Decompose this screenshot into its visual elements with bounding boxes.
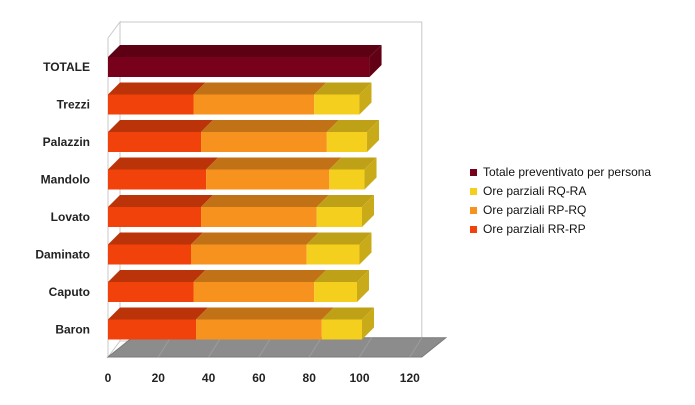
category-label-caputo: Caputo (49, 285, 90, 299)
bar-totale-totale-preventivato-per-persona-top (108, 45, 382, 57)
bar-baron-ore-parziali-rp-rq (196, 319, 322, 340)
bar-caputo-ore-parziali-rq-ra-top (314, 270, 369, 282)
bar-caputo-ore-parziali-rq-ra (314, 282, 357, 302)
floor (106, 337, 448, 358)
category-label-daminato: Daminato (35, 248, 90, 262)
bar-daminato-ore-parziali-rq-ra-end (359, 232, 372, 265)
legend-swatch-0 (470, 169, 477, 176)
x-tick-100: 100 (349, 371, 369, 385)
bar-trezzi-ore-parziali-rq-ra (314, 94, 360, 115)
legend-label-1: Ore parziali RQ-RA (483, 184, 586, 198)
bar-caputo-ore-parziali-rp-rq-top (193, 270, 327, 282)
bar-mandolo-ore-parziali-rp-rq-top (206, 157, 342, 170)
legend-swatch-2 (470, 207, 477, 214)
legend-swatch-3 (470, 226, 477, 233)
category-label-mandolo: Mandolo (41, 173, 90, 187)
bar-daminato-ore-parziali-rq-ra (306, 244, 360, 265)
bar-baron-ore-parziali-rq-ra-top (321, 307, 375, 320)
legend-swatch-1 (470, 188, 477, 195)
bar-caputo-ore-parziali-rr-rp-top (108, 270, 206, 282)
bar-mandolo-ore-parziali-rr-rp (108, 169, 207, 190)
bar-lovato-ore-parziali-rq-ra-end (362, 195, 375, 227)
bar-mandolo-ore-parziali-rq-ra-end (364, 157, 377, 190)
bar-lovato-ore-parziali-rr-rp-top (108, 195, 214, 207)
category-label-palazzin: Palazzin (43, 135, 90, 149)
bar-palazzin-ore-parziali-rq-ra-end (367, 120, 380, 152)
bar-palazzin-ore-parziali-rq-ra-top (326, 120, 380, 132)
bar-baron-ore-parziali-rp-rq-top (196, 307, 334, 320)
bar-palazzin-ore-parziali-rr-rp-top (108, 120, 214, 132)
bar-lovato-ore-parziali-rp-rq (201, 207, 317, 227)
bar-lovato-ore-parziali-rr-rp (108, 207, 202, 227)
bar-mandolo-ore-parziali-rq-ra (329, 169, 365, 190)
category-label-totale: TOTALE (43, 60, 90, 74)
bar-lovato-ore-parziali-rp-rq-top (201, 195, 329, 207)
legend-label-0: Totale preventivato per persona (483, 165, 651, 179)
bar-baron-ore-parziali-rq-ra-end (362, 307, 375, 340)
bar-lovato-ore-parziali-rq-ra-top (316, 195, 375, 207)
bar-baron-ore-parziali-rq-ra (321, 319, 363, 340)
bar-trezzi-ore-parziali-rq-ra-end (359, 82, 372, 115)
bar-totale-totale-preventivato-per-persona-end (369, 45, 382, 77)
bar-palazzin-ore-parziali-rr-rp (108, 132, 202, 152)
bar-daminato-ore-parziali-rp-rq (190, 244, 307, 265)
x-tick-40: 40 (202, 371, 216, 385)
bar-trezzi-ore-parziali-rr-rp-top (108, 82, 206, 95)
bar-daminato-ore-parziali-rp-rq-top (190, 232, 319, 245)
bar-daminato-ore-parziali-rr-rp-top (108, 232, 203, 245)
bar-trezzi-ore-parziali-rq-ra-top (314, 82, 372, 95)
bar-caputo-ore-parziali-rp-rq (193, 282, 315, 302)
bar-mandolo-ore-parziali-rq-ra-top (329, 157, 377, 170)
x-tick-120: 120 (400, 371, 420, 385)
bar-palazzin-ore-parziali-rp-rq-top (201, 120, 339, 132)
bar-trezzi-ore-parziali-rp-rq-top (193, 82, 327, 95)
x-tick-60: 60 (252, 371, 266, 385)
bar-palazzin-ore-parziali-rq-ra (326, 132, 368, 152)
x-tick-0: 0 (105, 371, 112, 385)
bar-baron-ore-parziali-rr-rp (108, 319, 197, 340)
bar-palazzin-ore-parziali-rp-rq (201, 132, 327, 152)
x-tick-20: 20 (152, 371, 166, 385)
bar-daminato-ore-parziali-rr-rp (108, 244, 191, 265)
category-label-trezzi: Trezzi (57, 98, 90, 112)
bar-baron-ore-parziali-rr-rp-top (108, 307, 209, 320)
bar-lovato-ore-parziali-rq-ra (316, 207, 363, 227)
bar-caputo-ore-parziali-rr-rp (108, 282, 194, 302)
bar-mandolo-ore-parziali-rp-rq (206, 169, 330, 190)
legend-label-2: Ore parziali RP-RQ (483, 203, 586, 217)
legend-label-3: Ore parziali RR-RP (483, 222, 586, 236)
bar-trezzi-ore-parziali-rr-rp (108, 94, 194, 115)
bar-trezzi-ore-parziali-rp-rq (193, 94, 315, 115)
bar-daminato-ore-parziali-rq-ra-top (306, 232, 372, 245)
category-label-lovato: Lovato (51, 210, 90, 224)
bar-caputo-ore-parziali-rq-ra-end (356, 270, 369, 302)
category-label-baron: Baron (55, 323, 90, 337)
x-tick-80: 80 (303, 371, 317, 385)
bar-mandolo-ore-parziali-rr-rp-top (108, 157, 219, 170)
bar-totale-totale-preventivato-per-persona (108, 57, 370, 77)
